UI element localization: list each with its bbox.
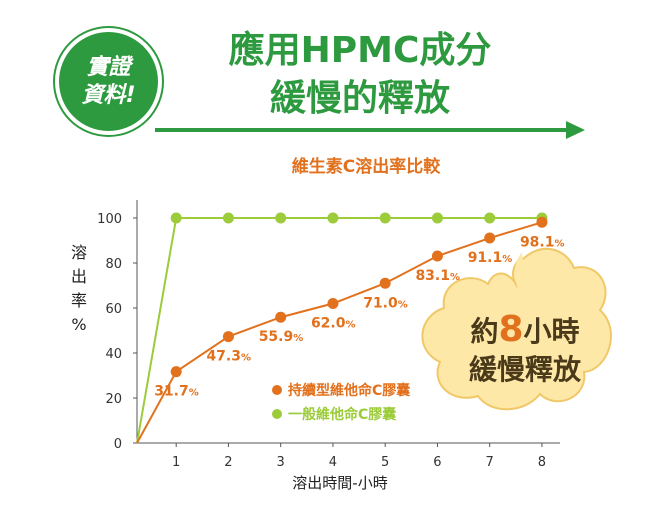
y-tick-label: 0 [114, 437, 122, 452]
callout-cloud [421, 247, 612, 411]
data-point-sustained [379, 277, 391, 289]
callout-suffix: 小時 [523, 315, 580, 348]
data-label-sustained: 83.1% [415, 268, 460, 284]
data-label-sustained: 91.1% [468, 250, 513, 266]
x-tick-label: 7 [486, 455, 494, 470]
callout-line-2: 緩慢釋放 [468, 353, 581, 386]
headline-arrow-head [566, 121, 585, 139]
data-label-sustained: 62.0% [311, 316, 356, 332]
y-tick-label: 100 [97, 212, 122, 227]
data-label-sustained: 31.7% [154, 384, 199, 400]
badge-line-2: 資料! [81, 82, 136, 108]
badge-line-1: 實證 [86, 54, 131, 80]
x-tick-label: 4 [329, 455, 337, 470]
headline-line-2: 緩慢的釋放 [269, 78, 450, 119]
y-tick-label: 20 [105, 392, 122, 407]
y-tick-label: 60 [105, 302, 122, 317]
x-tick-label: 3 [277, 455, 285, 470]
data-point-regular [379, 212, 391, 224]
data-point-sustained [536, 216, 548, 228]
legend-marker [272, 385, 282, 395]
data-label-sustained: 47.3% [206, 349, 251, 365]
data-label-sustained: 71.0% [363, 295, 408, 311]
legend-marker [272, 409, 282, 419]
data-point-regular [327, 212, 339, 224]
data-point-sustained [170, 366, 182, 378]
data-point-regular [170, 212, 182, 224]
data-point-sustained [327, 298, 339, 309]
x-tick-label: 6 [433, 455, 441, 470]
evidence-badge: 實證 資料! [55, 28, 162, 135]
legend-label: 一般維他命C膠囊 [288, 406, 397, 423]
x-tick-label: 1 [172, 455, 180, 470]
headline-line-1: 應用HPMC成分 [228, 30, 492, 71]
y-axis-label: 溶出率% [71, 243, 87, 334]
data-label-sustained: 98.1% [520, 234, 565, 250]
data-point-regular [222, 212, 234, 224]
callout-prefix: 約 [470, 315, 499, 348]
data-point-sustained [222, 331, 234, 343]
data-label-sustained: 55.9% [259, 329, 304, 345]
y-tick-label: 40 [105, 347, 122, 362]
data-point-regular [431, 212, 443, 224]
callout-number: 8 [498, 309, 524, 350]
y-tick-label: 80 [105, 257, 122, 272]
data-point-sustained [275, 311, 287, 323]
callout-cloud-tail [514, 252, 546, 295]
data-point-sustained [484, 232, 496, 244]
chart-title: 維生素C溶出率比較 [292, 156, 441, 177]
data-point-regular [275, 212, 287, 224]
callout-line-1: 約8小時 [445, 312, 605, 350]
x-tick-label: 8 [538, 455, 546, 470]
x-axis-label: 溶出時間-小時 [292, 474, 387, 492]
x-tick-label: 5 [381, 455, 389, 470]
legend-label: 持續型維他命C膠囊 [288, 382, 411, 399]
x-tick-label: 2 [224, 455, 232, 470]
data-point-regular [484, 212, 496, 224]
data-point-sustained [431, 250, 443, 262]
